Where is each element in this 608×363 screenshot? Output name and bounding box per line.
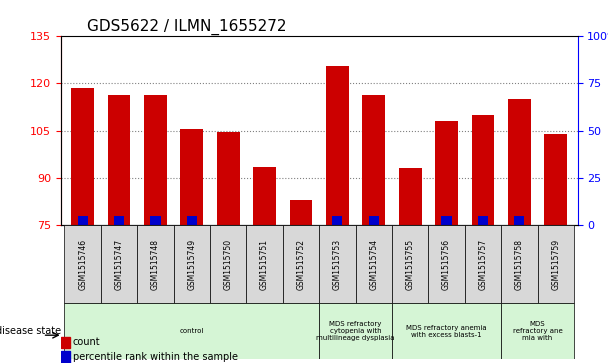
Bar [368,216,379,225]
Bar [187,216,197,225]
Bar [399,168,422,225]
Text: control: control [179,328,204,334]
FancyBboxPatch shape [64,303,319,359]
Text: GSM1515750: GSM1515750 [224,238,233,290]
Text: GSM1515758: GSM1515758 [515,238,524,290]
Text: MDS refractory
cytopenia with
multilineage dysplasia: MDS refractory cytopenia with multilinea… [316,321,395,341]
FancyBboxPatch shape [501,303,574,359]
FancyBboxPatch shape [501,225,537,303]
FancyBboxPatch shape [210,225,246,303]
FancyBboxPatch shape [429,225,465,303]
Bar [78,216,88,225]
Bar [508,99,531,225]
Text: GSM1515749: GSM1515749 [187,238,196,290]
Text: MDS refractory anemia
with excess blasts-1: MDS refractory anemia with excess blasts… [406,325,487,338]
Bar [216,132,240,225]
Bar [289,200,313,225]
Bar [472,115,494,225]
Bar [441,216,452,225]
FancyBboxPatch shape [64,225,101,303]
Bar [253,167,276,225]
FancyBboxPatch shape [319,225,356,303]
FancyBboxPatch shape [356,225,392,303]
Text: GSM1515756: GSM1515756 [442,238,451,290]
Bar [362,94,385,225]
Text: GSM1515754: GSM1515754 [369,238,378,290]
FancyBboxPatch shape [537,225,574,303]
Text: GDS5622 / ILMN_1655272: GDS5622 / ILMN_1655272 [87,19,286,35]
Text: MDS
refractory ane
mia with: MDS refractory ane mia with [513,321,562,341]
Text: GSM1515752: GSM1515752 [297,238,305,290]
Bar [544,134,567,225]
Text: GSM1515759: GSM1515759 [551,238,560,290]
Bar [71,88,94,225]
FancyBboxPatch shape [392,303,501,359]
Bar [181,129,203,225]
FancyBboxPatch shape [283,225,319,303]
Bar [114,216,124,225]
Text: percentile rank within the sample: percentile rank within the sample [73,352,238,362]
Bar [514,216,525,225]
Bar [61,337,70,348]
FancyBboxPatch shape [174,225,210,303]
Text: GSM1515747: GSM1515747 [114,238,123,290]
Bar [61,351,70,363]
Bar [333,216,342,225]
Bar [326,66,349,225]
Text: GSM1515751: GSM1515751 [260,238,269,290]
FancyBboxPatch shape [137,225,174,303]
Bar [478,216,488,225]
FancyBboxPatch shape [246,225,283,303]
FancyBboxPatch shape [465,225,501,303]
Text: GSM1515755: GSM1515755 [406,238,415,290]
Text: disease state: disease state [0,326,61,336]
Text: GSM1515748: GSM1515748 [151,238,160,290]
Text: GSM1515757: GSM1515757 [478,238,488,290]
Bar [108,94,131,225]
Text: GSM1515753: GSM1515753 [333,238,342,290]
Bar [144,94,167,225]
Bar [435,121,458,225]
FancyBboxPatch shape [319,303,392,359]
Bar [150,216,161,225]
FancyBboxPatch shape [101,225,137,303]
Text: count: count [73,337,100,347]
FancyBboxPatch shape [392,225,429,303]
Text: GSM1515746: GSM1515746 [78,238,87,290]
